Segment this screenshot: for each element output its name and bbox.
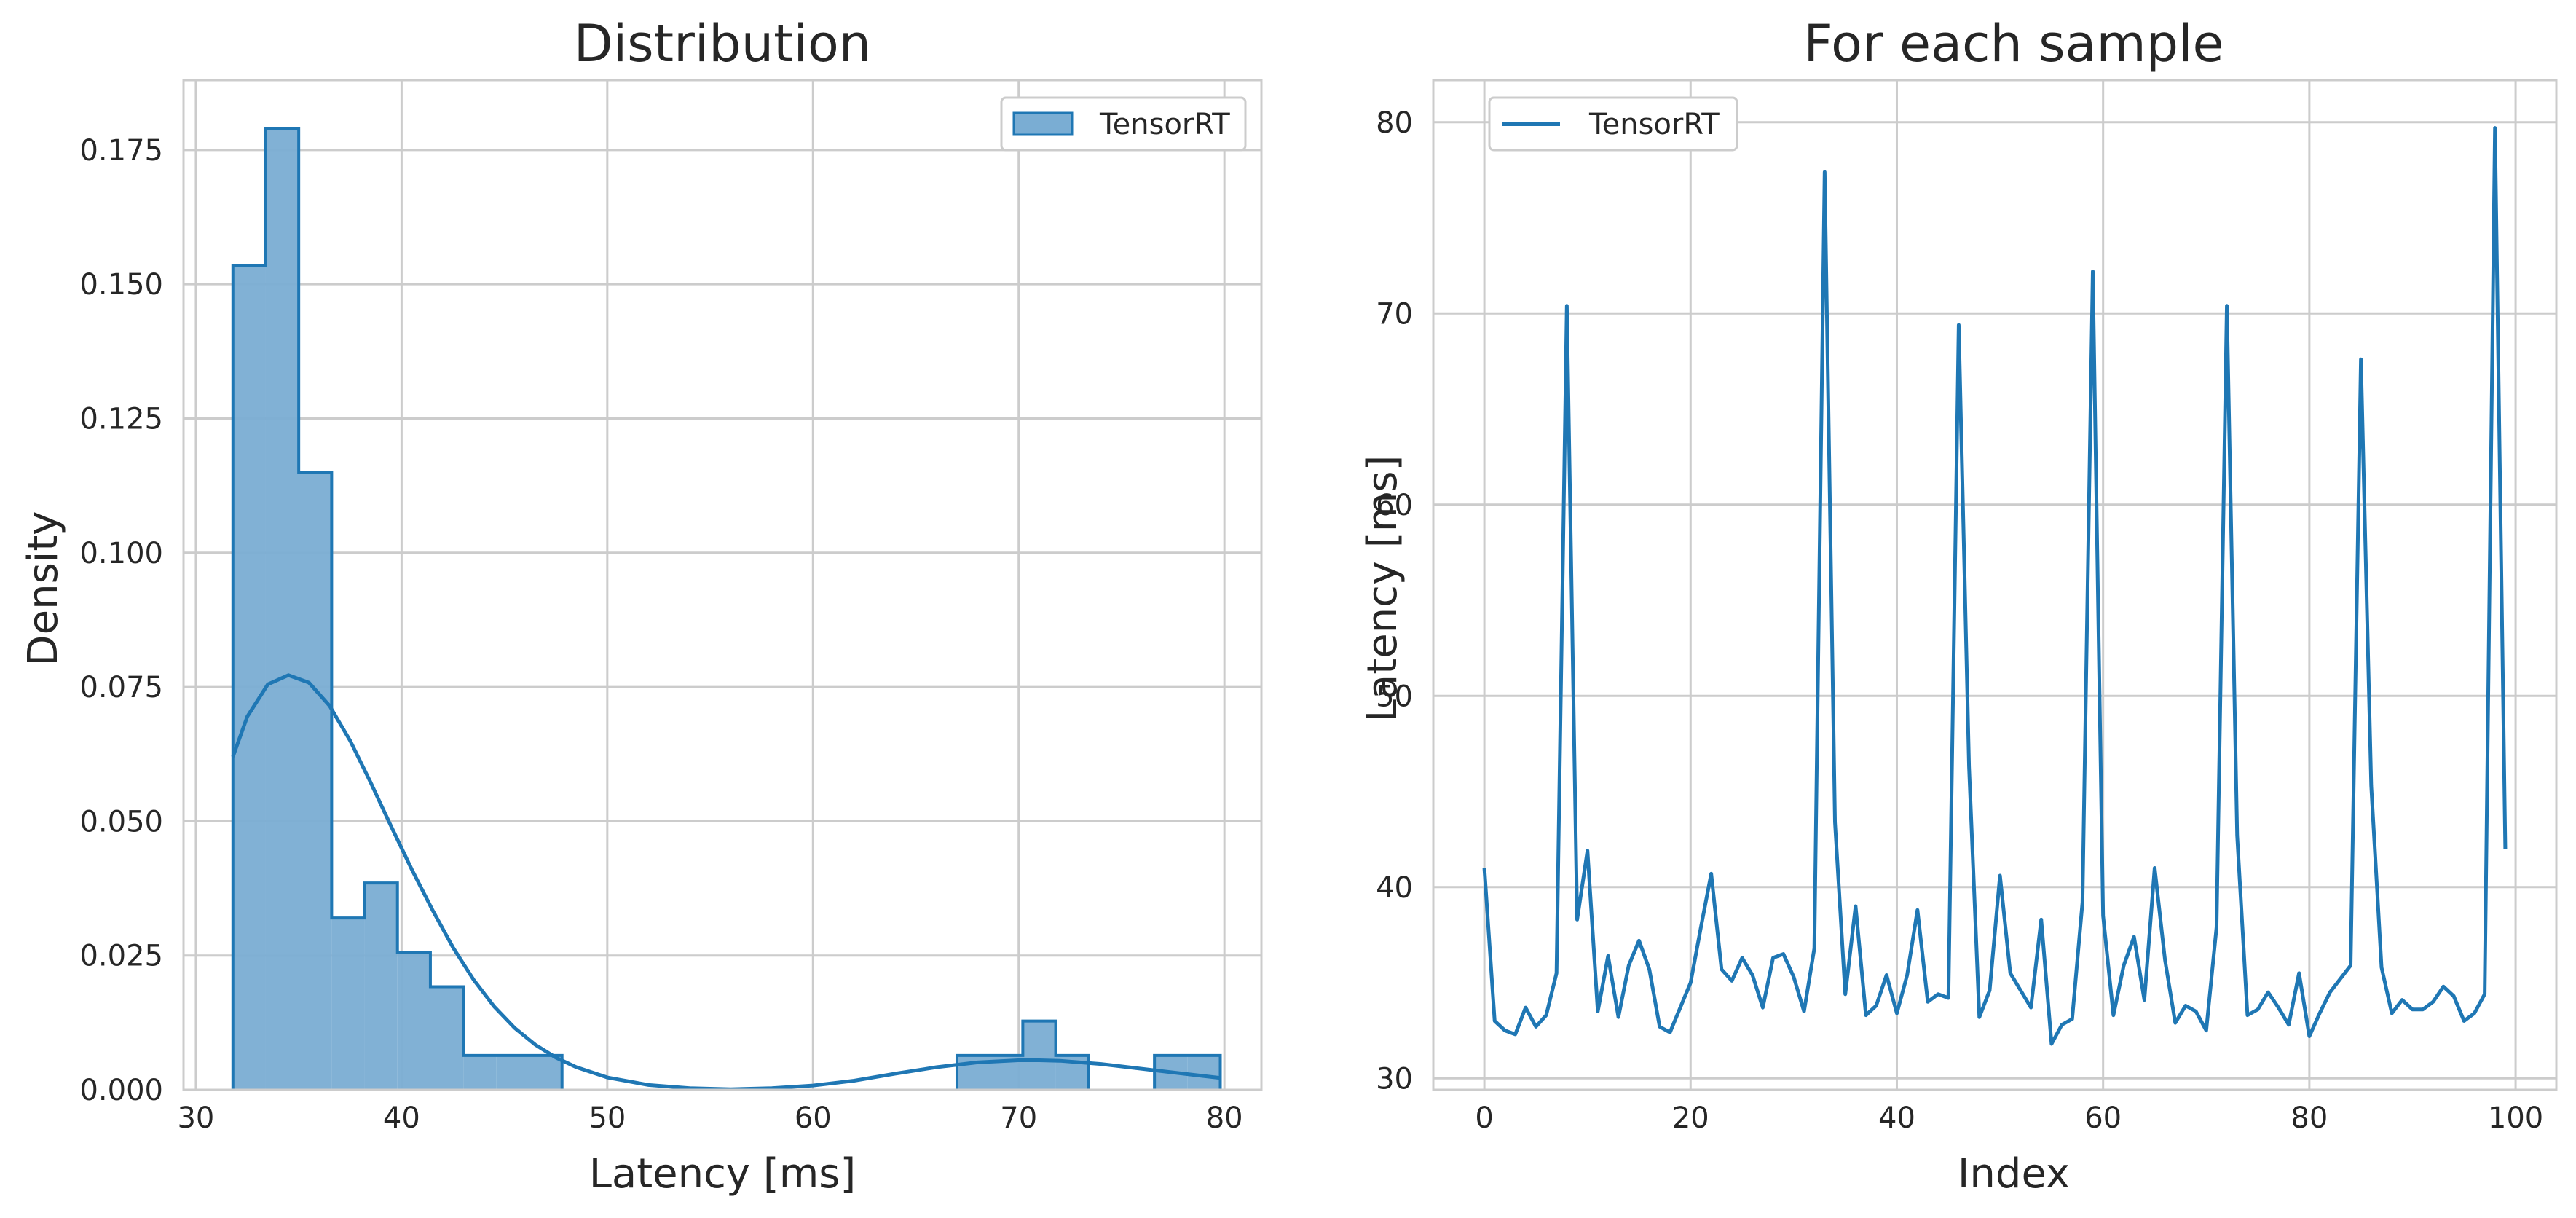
x-axis-label: Index bbox=[1958, 1150, 2070, 1198]
legend-label: TensorRT bbox=[1099, 108, 1230, 141]
x-tick-label: 80 bbox=[2291, 1101, 2328, 1135]
series-line bbox=[1482, 126, 2508, 1046]
legend-box bbox=[1000, 96, 1247, 152]
kde-line bbox=[231, 673, 1221, 1091]
y-tick-label: 0.075 bbox=[79, 671, 163, 704]
x-tick-label: 0 bbox=[1475, 1101, 1493, 1135]
tick-labels: 0 20 40 60 80 100 30 40 50 60 70 80 bbox=[1376, 106, 2543, 1135]
legend: TensorRT bbox=[1000, 96, 1247, 152]
y-axis-label: Latency [ms] bbox=[1359, 455, 1406, 723]
y-tick-label: 40 bbox=[1376, 871, 1413, 905]
y-tick-label: 0.100 bbox=[79, 537, 163, 570]
y-tick-label: 0.025 bbox=[79, 940, 163, 973]
histogram-outline bbox=[231, 127, 1222, 1090]
x-tick-label: 80 bbox=[1206, 1101, 1243, 1135]
series-polyline bbox=[1482, 126, 2508, 1046]
y-tick-label: 70 bbox=[1376, 297, 1413, 331]
y-tick-label: 50 bbox=[1376, 680, 1413, 713]
y-tick-label: 0.125 bbox=[79, 402, 163, 436]
x-tick-label: 60 bbox=[2084, 1101, 2122, 1135]
x-tick-label: 50 bbox=[588, 1101, 626, 1135]
legend-patch bbox=[1012, 111, 1074, 136]
x-tick-label: 20 bbox=[1672, 1101, 1709, 1135]
y-tick-label: 0.050 bbox=[79, 805, 163, 838]
axes-frame bbox=[182, 79, 1263, 1091]
axes-frame bbox=[1432, 79, 2558, 1091]
histogram-bar bbox=[265, 128, 299, 1090]
x-axis-label: Latency [ms] bbox=[589, 1150, 856, 1198]
histogram-bar bbox=[397, 953, 430, 1090]
chart-title: For each sample bbox=[1803, 14, 2224, 74]
y-tick-label: 0.175 bbox=[79, 134, 163, 168]
histogram-bar bbox=[364, 883, 398, 1090]
y-tick-label: 0.150 bbox=[79, 268, 163, 302]
kde-curve bbox=[231, 673, 1221, 1091]
histogram-bar bbox=[232, 265, 266, 1091]
histogram-bars bbox=[231, 127, 1222, 1091]
legend-label: TensorRT bbox=[1588, 108, 1720, 141]
y-axis-label: Density bbox=[20, 511, 67, 667]
x-tick-label: 40 bbox=[383, 1101, 420, 1135]
y-tick-label: 60 bbox=[1376, 489, 1413, 522]
legend-box bbox=[1488, 96, 1738, 152]
distribution-panel: Distribution Latency [ms] Density 30 40 50… bbox=[20, 14, 1263, 1198]
per-sample-panel: For each sample Index Latency [ms] 0 20 40… bbox=[1359, 14, 2558, 1198]
histogram-bar bbox=[430, 986, 464, 1090]
y-tick-label: 0.000 bbox=[79, 1074, 163, 1107]
x-tick-label: 30 bbox=[177, 1101, 214, 1135]
x-tick-label: 40 bbox=[1878, 1101, 1915, 1135]
y-tick-label: 30 bbox=[1376, 1062, 1413, 1096]
y-tick-label: 80 bbox=[1376, 106, 1413, 140]
x-tick-label: 70 bbox=[1000, 1101, 1037, 1135]
histogram-bar bbox=[299, 472, 332, 1090]
legend: TensorRT bbox=[1488, 96, 1738, 152]
chart-title: Distribution bbox=[574, 14, 871, 74]
histogram-bar bbox=[496, 1055, 529, 1090]
histogram-bar bbox=[1187, 1055, 1221, 1090]
histogram-bar bbox=[529, 1055, 562, 1090]
tick-labels: 30 40 50 60 70 80 0.000 0.025 0.050 0.075 0.100 0.1… bbox=[79, 134, 1242, 1135]
histogram-bar bbox=[1023, 1021, 1056, 1090]
histogram-bar bbox=[331, 918, 365, 1090]
histogram-bar bbox=[463, 1055, 497, 1090]
x-tick-label: 60 bbox=[795, 1101, 832, 1135]
x-tick-label: 100 bbox=[2488, 1101, 2543, 1135]
